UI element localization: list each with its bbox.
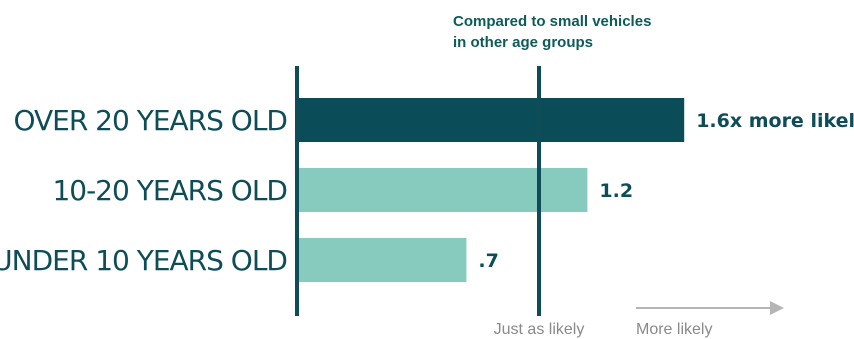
value-label-3: .7 (478, 250, 498, 272)
category-label-3: UNDER 10 YEARS OLD (0, 244, 287, 277)
value-label-2: 1.2 (599, 180, 633, 202)
bar-2 (297, 168, 588, 212)
category-labels: OVER 20 YEARS OLD 10-20 YEARS OLD UNDER 10… (0, 104, 288, 277)
reference-line-title: Compared to small vehicles in other age g… (453, 13, 651, 51)
value-label-1: 1.6x more likely (696, 110, 854, 132)
reference-title-line-1: Compared to small vehicles (453, 13, 651, 30)
category-label-2: 10-20 YEARS OLD (52, 174, 287, 207)
just-as-likely-label: Just as likely (494, 321, 585, 338)
more-likely-label: More likely (636, 321, 712, 338)
arrow-right-icon (770, 301, 784, 315)
category-label-1: OVER 20 YEARS OLD (13, 104, 287, 137)
bar-1 (297, 98, 685, 142)
value-labels: 1.6x more likely 1.2 .7 (478, 110, 854, 272)
reference-title-line-2: in other age groups (453, 34, 593, 51)
bar-3 (297, 238, 467, 282)
